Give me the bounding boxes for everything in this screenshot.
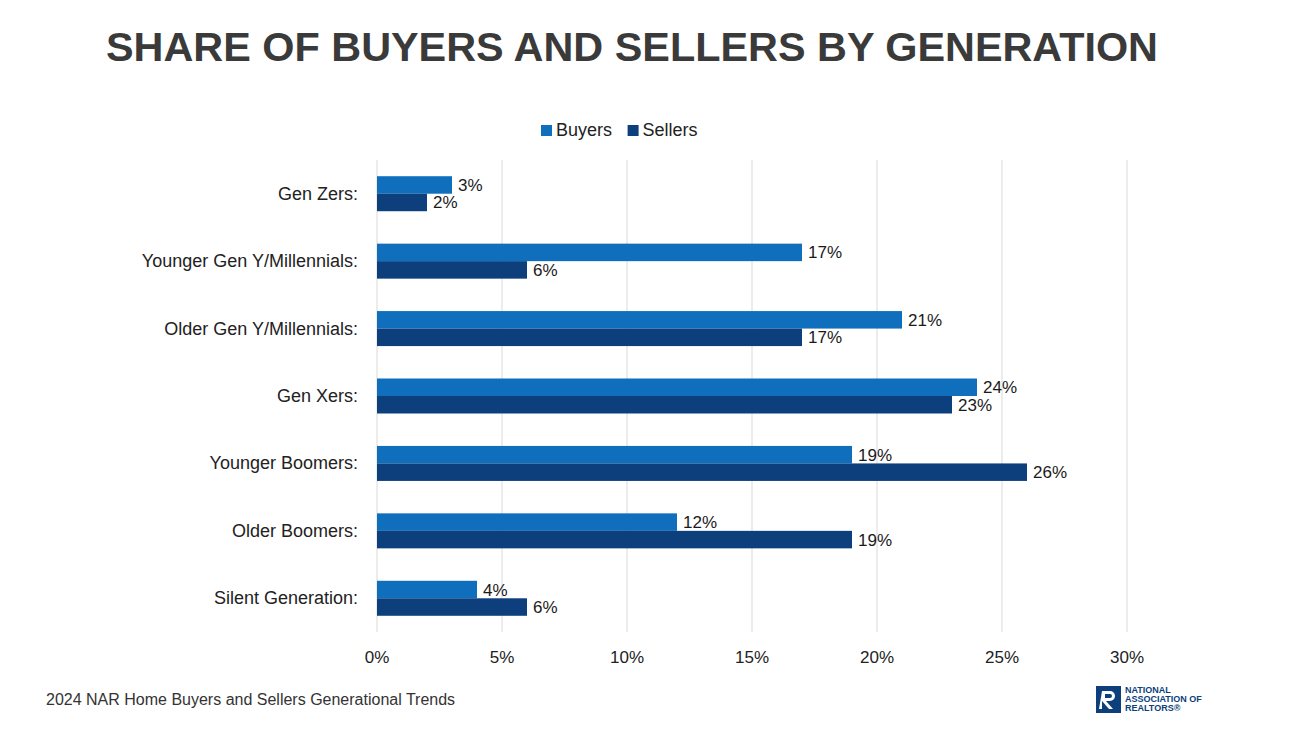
bar [377, 379, 977, 397]
category-label: Gen Zers: [278, 184, 358, 204]
data-label: 17% [808, 328, 842, 347]
legend-label: Buyers [556, 120, 612, 140]
logo-glyph [1099, 691, 1115, 709]
chart-root: SHARE OF BUYERS AND SELLERS BY GENERATIO… [0, 0, 1300, 730]
data-label: 4% [483, 581, 508, 600]
chart-title: SHARE OF BUYERS AND SELLERS BY GENERATIO… [106, 25, 1158, 69]
bars [377, 176, 1027, 616]
bar [377, 329, 802, 347]
grid [377, 160, 1127, 632]
tick-label: 30% [1110, 648, 1144, 667]
data-label: 6% [533, 598, 558, 617]
tick-label: 20% [860, 648, 894, 667]
bar [377, 446, 852, 464]
tick-label: 0% [365, 648, 390, 667]
legend: Buyers Sellers [541, 120, 698, 140]
tick-label: 10% [610, 648, 644, 667]
grid-line [1127, 160, 1128, 632]
category-label: Older Gen Y/Millennials: [164, 319, 358, 339]
chart-svg: SHARE OF BUYERS AND SELLERS BY GENERATIO… [0, 0, 1300, 730]
logo-text: REALTORS® [1125, 703, 1181, 713]
category-label: Younger Gen Y/Millennials: [142, 251, 358, 271]
bar [377, 311, 902, 329]
tick-label: 15% [735, 648, 769, 667]
bar [377, 463, 1027, 481]
bar [377, 176, 452, 194]
bar [377, 531, 852, 549]
data-label: 12% [683, 513, 717, 532]
data-label: 2% [433, 193, 458, 212]
data-label: 17% [808, 243, 842, 262]
bar [377, 244, 802, 262]
bar [377, 513, 677, 531]
legend-label: Sellers [643, 120, 698, 140]
bar [377, 261, 527, 279]
data-labels: 3%2% 17% 6% 21% 17% 24%23% 19% 26% 12% 19% 4% 6% [433, 176, 1067, 617]
data-label: 6% [533, 261, 558, 280]
bar [377, 598, 527, 616]
legend-swatch [628, 125, 639, 136]
bar [377, 396, 952, 414]
category-label: Older Boomers: [232, 521, 358, 541]
data-label: 23% [958, 396, 992, 415]
data-label: 24% [983, 378, 1017, 397]
legend-swatch [541, 125, 552, 136]
bar [377, 581, 477, 599]
category-label: Silent Generation: [214, 588, 358, 608]
bar [377, 194, 427, 212]
source-note: 2024 NAR Home Buyers and Sellers Generat… [46, 691, 455, 708]
category-label: Younger Boomers: [210, 453, 358, 473]
data-label: 19% [858, 531, 892, 550]
category-label: Gen Xers: [277, 386, 358, 406]
tick-label: 25% [985, 648, 1019, 667]
tick-label: 5% [490, 648, 515, 667]
data-label: 3% [458, 176, 483, 195]
data-label: 19% [858, 446, 892, 465]
data-label: 21% [908, 311, 942, 330]
data-label: 26% [1033, 463, 1067, 482]
logo: NATIONALASSOCIATION OFREALTORS® [1096, 685, 1202, 713]
logo-mark [1096, 686, 1121, 713]
